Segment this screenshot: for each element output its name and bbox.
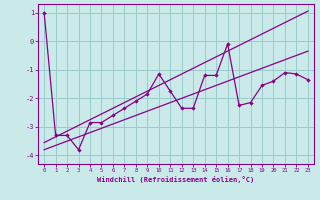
- X-axis label: Windchill (Refroidissement éolien,°C): Windchill (Refroidissement éolien,°C): [97, 176, 255, 183]
